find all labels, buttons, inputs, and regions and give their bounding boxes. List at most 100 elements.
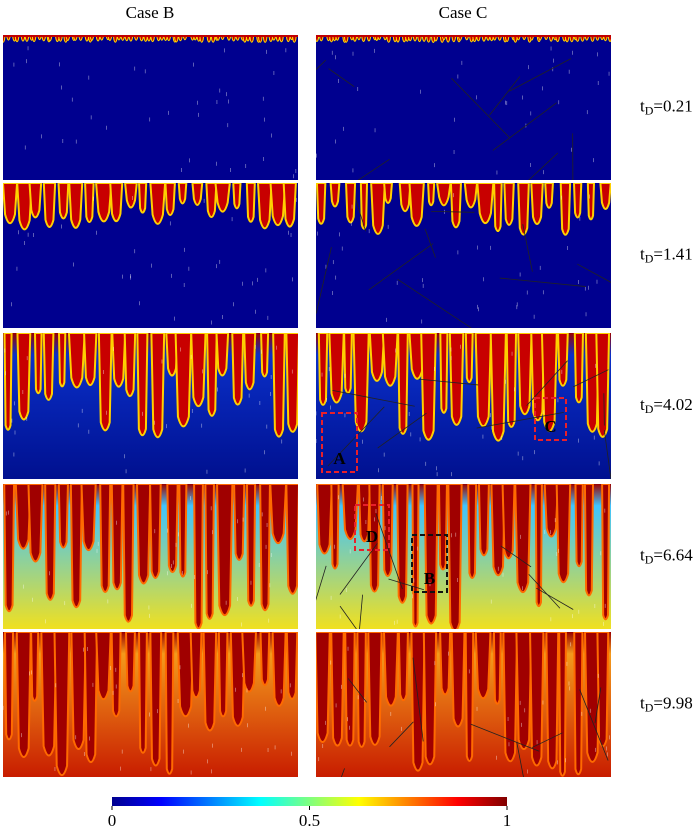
finger [40, 632, 58, 757]
finger [584, 333, 600, 433]
finger [272, 333, 286, 438]
finger [149, 183, 167, 225]
finger [84, 183, 95, 224]
finger [204, 484, 215, 620]
finger [450, 632, 466, 728]
finger [123, 333, 137, 398]
finger [136, 333, 149, 437]
finger [356, 632, 367, 748]
fracture [603, 429, 611, 479]
finger [111, 333, 127, 388]
fracture [339, 543, 378, 595]
fracture [531, 732, 563, 748]
annotation-box [534, 397, 567, 441]
field-background [316, 35, 611, 180]
finger [514, 484, 532, 594]
finger [540, 333, 558, 433]
fracture [522, 224, 533, 272]
finger [555, 484, 572, 584]
finger [584, 632, 601, 763]
finger [70, 632, 87, 751]
finger [449, 183, 462, 229]
finger [398, 183, 412, 213]
time-label-sub: D [645, 402, 654, 416]
finger [285, 632, 298, 700]
finger [33, 333, 43, 395]
finger [214, 183, 231, 213]
finger [202, 632, 218, 732]
time-label-rest: =4.02 [653, 395, 692, 414]
finger [174, 333, 193, 428]
finger [396, 484, 409, 604]
fracture [526, 360, 568, 406]
finger [543, 484, 559, 538]
finger [16, 183, 33, 231]
fracture [316, 565, 327, 601]
finger [44, 484, 57, 601]
finger [370, 183, 386, 235]
finger [30, 632, 40, 702]
fracture [594, 687, 602, 724]
finger [42, 333, 55, 401]
colorbar-tick-label: 1 [503, 811, 512, 830]
finger [586, 183, 595, 221]
finger [269, 183, 287, 227]
finger [57, 484, 69, 549]
fracture [499, 277, 586, 287]
finger [558, 632, 567, 777]
finger [573, 632, 584, 776]
time-label-base: t [640, 96, 645, 115]
finger [231, 333, 245, 406]
fracture [489, 76, 521, 116]
fracture [603, 393, 605, 426]
time-label-rest: =9.98 [653, 693, 692, 712]
finger [367, 632, 383, 746]
time-label-rest: =6.64 [653, 545, 693, 564]
finger [382, 632, 399, 707]
finger [57, 183, 70, 220]
top-layer [3, 35, 298, 37]
finger [501, 484, 516, 560]
finger [3, 632, 15, 741]
time-label: tD=0.21 [640, 96, 693, 117]
finger [215, 333, 230, 377]
finger [189, 632, 203, 699]
fracture [388, 578, 425, 591]
fracture [368, 243, 434, 291]
time-label-base: t [640, 545, 645, 564]
finger [245, 183, 256, 223]
annotation-box [321, 412, 358, 473]
time-label-base: t [640, 244, 645, 263]
annotation-label: C [544, 417, 556, 436]
finger [328, 333, 345, 404]
field-panel [3, 632, 298, 777]
finger [164, 183, 176, 217]
finger [359, 183, 369, 230]
fracture [528, 573, 561, 609]
field-panel [316, 183, 611, 328]
fracture [536, 587, 574, 610]
finger [397, 632, 409, 702]
finger [420, 333, 437, 441]
finger [517, 333, 533, 416]
finger [381, 484, 394, 578]
finger [42, 183, 57, 228]
finger [437, 484, 448, 571]
finger [14, 484, 32, 550]
finger [232, 183, 242, 210]
finger [282, 183, 297, 228]
finger [257, 183, 273, 230]
annotation-label: B [424, 569, 435, 588]
finger [241, 632, 257, 693]
finger [269, 484, 288, 545]
finger [464, 333, 474, 384]
finger [492, 632, 502, 705]
top-layer [316, 35, 611, 37]
annotation-label: D [366, 527, 378, 546]
time-label: tD=4.02 [640, 395, 693, 416]
finger [493, 183, 503, 233]
finger [190, 333, 207, 408]
fracture [412, 657, 424, 742]
finger [595, 333, 611, 438]
finger [464, 632, 475, 762]
